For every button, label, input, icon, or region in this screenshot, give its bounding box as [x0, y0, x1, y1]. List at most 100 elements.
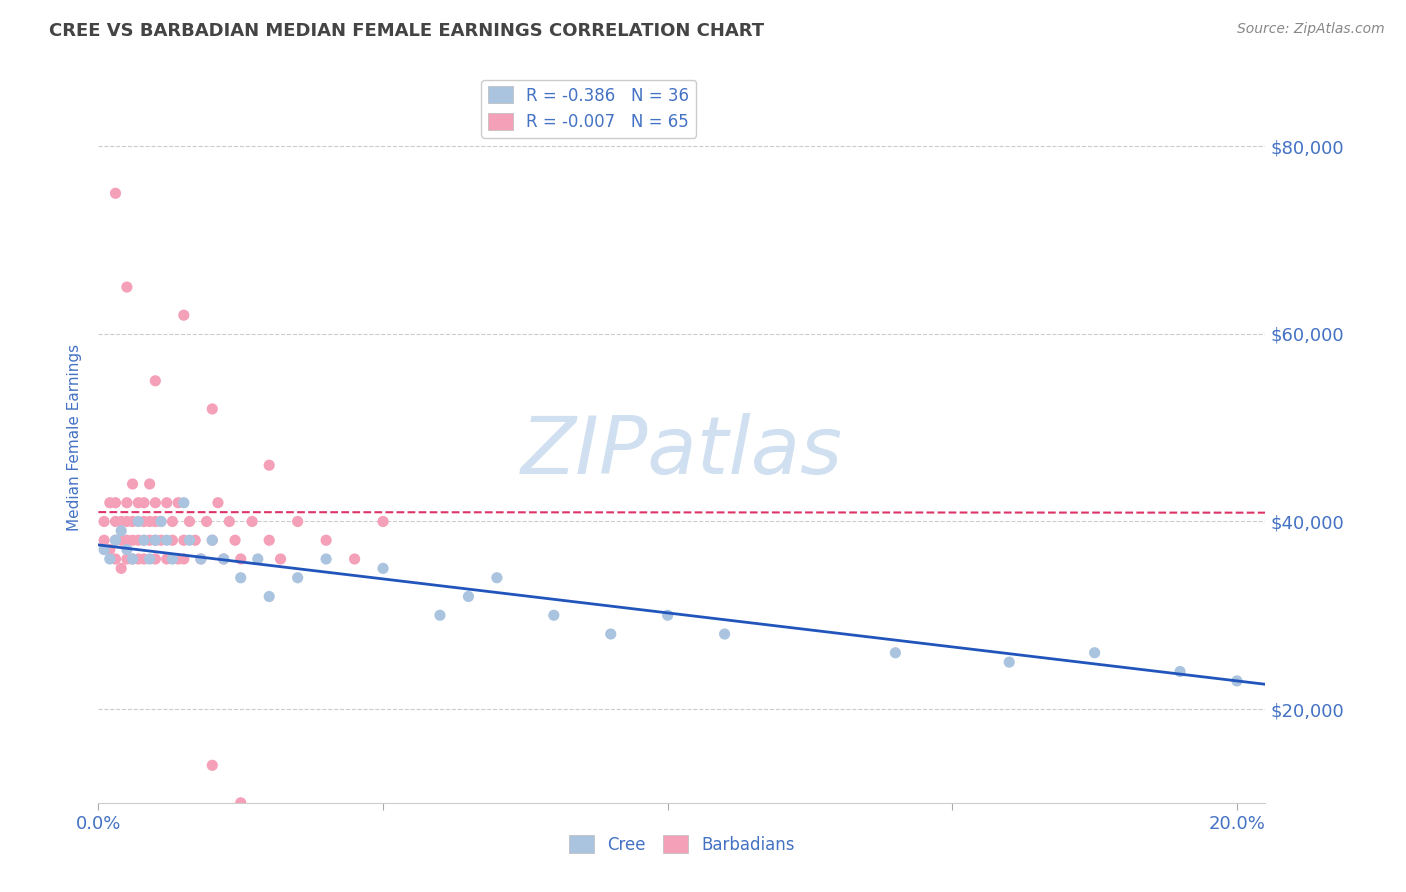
Point	[104, 533, 127, 548]
Point	[127, 552, 149, 566]
Point	[132, 496, 155, 510]
Point	[315, 533, 337, 548]
Point	[201, 533, 224, 548]
Point	[115, 552, 138, 566]
Point	[287, 515, 309, 529]
Point	[93, 515, 115, 529]
Point	[287, 571, 309, 585]
Point	[143, 533, 166, 548]
Point	[371, 515, 394, 529]
Text: Source: ZipAtlas.com: Source: ZipAtlas.com	[1237, 22, 1385, 37]
Point	[138, 477, 160, 491]
Point	[150, 515, 173, 529]
Point	[257, 590, 280, 604]
Point	[229, 552, 252, 566]
Point	[167, 496, 190, 510]
Text: CREE VS BARBADIAN MEDIAN FEMALE EARNINGS CORRELATION CHART: CREE VS BARBADIAN MEDIAN FEMALE EARNINGS…	[49, 22, 765, 40]
Point	[121, 533, 143, 548]
Point	[115, 280, 138, 294]
Point	[229, 796, 252, 810]
Point	[138, 515, 160, 529]
Point	[156, 533, 179, 548]
Point	[162, 552, 184, 566]
Point	[127, 496, 149, 510]
Point	[246, 552, 269, 566]
Point	[343, 552, 366, 566]
Point	[110, 561, 132, 575]
Text: ZIPatlas: ZIPatlas	[520, 413, 844, 491]
Point	[150, 515, 173, 529]
Point	[138, 552, 160, 566]
Point	[190, 552, 212, 566]
Point	[156, 552, 179, 566]
Point	[190, 814, 212, 829]
Point	[104, 515, 127, 529]
Point	[115, 496, 138, 510]
Point	[143, 533, 166, 548]
Point	[1168, 665, 1191, 679]
Point	[212, 552, 235, 566]
Point	[173, 533, 195, 548]
Point	[599, 627, 621, 641]
Point	[371, 561, 394, 575]
Point	[143, 374, 166, 388]
Point	[201, 533, 224, 548]
Point	[173, 552, 195, 566]
Point	[224, 533, 246, 548]
Point	[713, 627, 735, 641]
Legend: Cree, Barbadians: Cree, Barbadians	[562, 829, 801, 860]
Point	[110, 515, 132, 529]
Point	[657, 608, 679, 623]
Point	[884, 646, 907, 660]
Point	[162, 515, 184, 529]
Point	[201, 401, 224, 416]
Point	[115, 533, 138, 548]
Point	[218, 515, 240, 529]
Point	[998, 655, 1021, 669]
Point	[201, 758, 224, 772]
Point	[127, 533, 149, 548]
Point	[167, 552, 190, 566]
Point	[156, 496, 179, 510]
Point	[179, 515, 201, 529]
Point	[240, 515, 263, 529]
Point	[115, 515, 138, 529]
Point	[132, 552, 155, 566]
Y-axis label: Median Female Earnings: Median Female Earnings	[67, 343, 83, 531]
Point	[121, 552, 143, 566]
Point	[143, 515, 166, 529]
Point	[457, 590, 479, 604]
Point	[190, 552, 212, 566]
Point	[212, 552, 235, 566]
Point	[110, 524, 132, 538]
Point	[184, 533, 207, 548]
Point	[1084, 646, 1107, 660]
Point	[110, 533, 132, 548]
Point	[127, 515, 149, 529]
Point	[173, 308, 195, 322]
Point	[98, 552, 121, 566]
Point	[98, 542, 121, 557]
Point	[121, 552, 143, 566]
Point	[207, 496, 229, 510]
Point	[229, 571, 252, 585]
Point	[104, 552, 127, 566]
Point	[121, 515, 143, 529]
Point	[485, 571, 508, 585]
Point	[93, 533, 115, 548]
Point	[257, 458, 280, 473]
Point	[115, 542, 138, 557]
Point	[121, 477, 143, 491]
Point	[150, 533, 173, 548]
Point	[93, 542, 115, 557]
Point	[132, 533, 155, 548]
Point	[132, 515, 155, 529]
Point	[179, 533, 201, 548]
Point	[138, 533, 160, 548]
Point	[543, 608, 565, 623]
Point	[143, 552, 166, 566]
Point	[98, 496, 121, 510]
Point	[257, 533, 280, 548]
Point	[173, 496, 195, 510]
Point	[429, 608, 451, 623]
